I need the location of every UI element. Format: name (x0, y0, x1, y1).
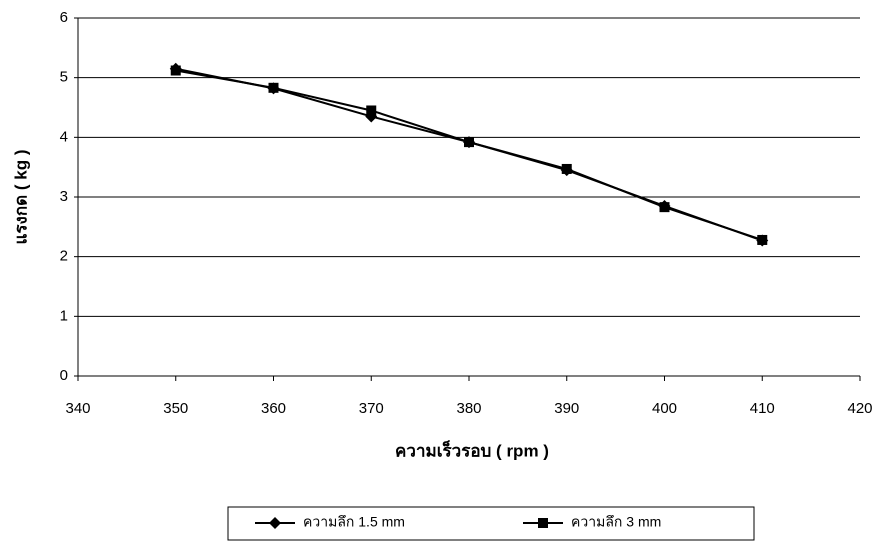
data-point (561, 163, 572, 174)
x-tick-label: 390 (554, 400, 579, 417)
y-tick-label: 6 (60, 9, 68, 26)
y-tick-label: 1 (60, 307, 68, 324)
data-point (464, 137, 474, 148)
data-point (757, 234, 768, 245)
x-axis-title: ความเร็วรอบ ( rpm ) (395, 438, 549, 460)
data-point (170, 65, 181, 76)
x-tick-label: 360 (261, 400, 286, 417)
y-tick-label: 2 (60, 248, 68, 265)
series-line (175, 67, 763, 242)
data-point (659, 202, 670, 213)
x-tick-label: 420 (847, 400, 872, 417)
y-tick-label: 4 (60, 128, 68, 145)
legend-box (227, 506, 755, 541)
legend-marker (269, 517, 281, 529)
x-tick-label: 400 (652, 400, 677, 417)
legend-label: ความลึก 3 mm (571, 514, 661, 530)
y-tick-label: 5 (60, 69, 68, 86)
x-tick-label: 410 (750, 400, 775, 417)
data-point (268, 82, 279, 93)
x-tick-label: 370 (359, 400, 384, 417)
y-axis-title: แรงกด ( kg ) (11, 149, 30, 244)
x-tick-label: 380 (456, 400, 481, 417)
series-line (175, 69, 763, 241)
y-tick-label: 3 (60, 188, 68, 205)
legend-label: ความลึก 1.5 mm (303, 514, 405, 530)
legend-marker (538, 518, 548, 528)
x-tick-label: 350 (163, 400, 188, 417)
data-point (366, 105, 377, 116)
y-tick-label: 0 (60, 367, 68, 384)
x-tick-label: 340 (65, 400, 90, 417)
